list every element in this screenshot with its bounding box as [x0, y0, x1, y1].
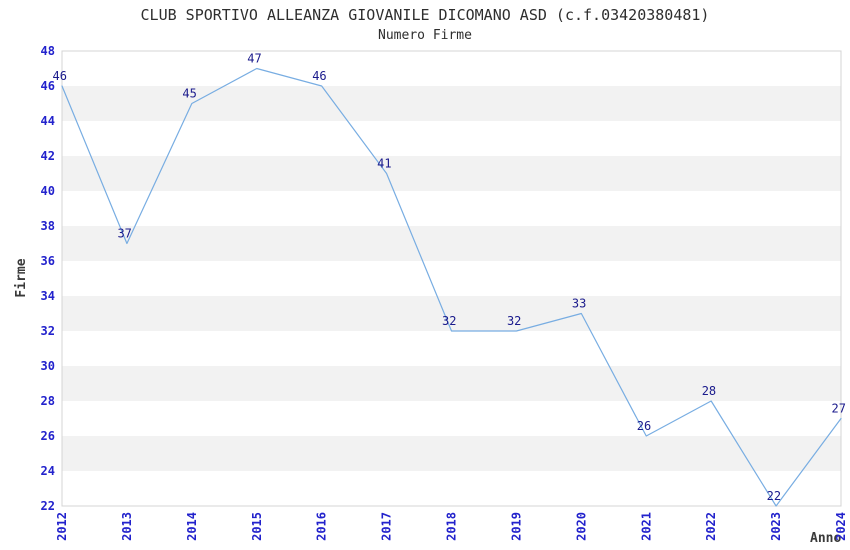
data-point-label: 41 [377, 157, 391, 171]
y-tick-label: 22 [41, 499, 55, 513]
grid-band [62, 296, 841, 331]
grid-band [62, 226, 841, 261]
chart-title: CLUB SPORTIVO ALLEANZA GIOVANILE DICOMAN… [140, 6, 710, 24]
y-tick-label: 28 [41, 394, 55, 408]
y-tick-label: 34 [41, 289, 55, 303]
x-tick-label: 2019 [509, 512, 523, 541]
y-tick-label: 40 [41, 184, 55, 198]
x-tick-label: 2013 [120, 512, 134, 541]
data-point-label: 27 [832, 402, 846, 416]
y-tick-label: 38 [41, 219, 55, 233]
data-point-label: 26 [637, 419, 651, 433]
data-point-label: 37 [117, 227, 131, 241]
x-tick-label: 2018 [445, 512, 459, 541]
y-tick-label: 44 [41, 114, 55, 128]
plot-border [61, 50, 842, 507]
y-tick-label: 32 [41, 324, 55, 338]
data-point-label: 45 [182, 87, 196, 101]
data-point-label: 28 [702, 384, 716, 398]
x-tick-label: 2016 [315, 512, 329, 541]
y-tick-label: 46 [41, 79, 55, 93]
y-tick-label: 48 [41, 44, 55, 58]
chart-subtitle: Numero Firme [378, 28, 472, 43]
y-tick-label: 30 [41, 359, 55, 373]
grid-band [62, 86, 841, 121]
data-point-label: 46 [53, 69, 67, 83]
x-axis-title: Anno [810, 531, 842, 546]
data-point-label: 33 [572, 297, 586, 311]
grid-band [62, 156, 841, 191]
y-tick-label: 24 [41, 464, 55, 478]
grid-band [62, 436, 841, 471]
x-tick-label: 2014 [185, 512, 199, 541]
data-point-label: 22 [767, 489, 781, 503]
x-tick-label: 2023 [769, 512, 783, 541]
x-tick-label: 2021 [639, 512, 653, 541]
data-point-label: 32 [507, 314, 521, 328]
x-tick-label: 2022 [704, 512, 718, 541]
y-tick-label: 26 [41, 429, 55, 443]
data-point-label: 47 [247, 52, 261, 66]
y-tick-label: 36 [41, 254, 55, 268]
x-tick-label: 2020 [574, 512, 588, 541]
y-tick-label: 42 [41, 149, 55, 163]
x-tick-label: 2024 [834, 512, 848, 541]
x-tick-label: 2012 [55, 512, 69, 541]
data-series-line [61, 67, 842, 507]
x-tick-label: 2015 [250, 512, 264, 541]
x-tick-label: 2017 [380, 512, 394, 541]
grid-band [62, 366, 841, 401]
data-point-label: 46 [312, 69, 326, 83]
data-point-label: 32 [442, 314, 456, 328]
